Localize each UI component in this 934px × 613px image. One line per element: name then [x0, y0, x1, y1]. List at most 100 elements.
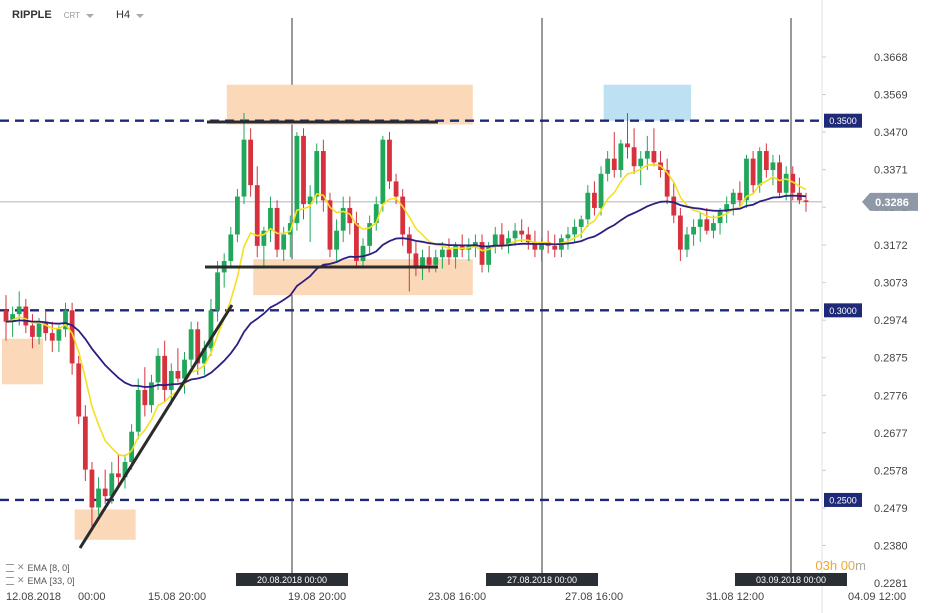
candle-body	[142, 389, 148, 406]
candle-body	[439, 249, 445, 258]
candle-body	[294, 135, 300, 224]
candle-body	[367, 223, 373, 246]
close-icon[interactable]: ✕	[17, 575, 25, 585]
candle-body	[102, 488, 108, 497]
session-label-box	[486, 573, 598, 586]
candle-body	[605, 158, 611, 174]
session-label: 03.09.2018 00:00	[756, 575, 826, 585]
y-tick-label: 0.3668	[874, 52, 908, 64]
candle-body	[135, 389, 141, 432]
candle-body	[486, 245, 492, 265]
candle-body	[340, 207, 346, 231]
candle-body	[433, 257, 439, 265]
candle-body	[704, 219, 710, 231]
instrument-type-dropdown[interactable]: CRT	[64, 11, 95, 20]
candle-body	[426, 257, 432, 265]
candle-body	[155, 355, 161, 383]
candle-body	[10, 314, 16, 322]
level-label: 0.3000	[829, 306, 857, 316]
candle-body	[188, 329, 194, 360]
timer-unit: m	[855, 558, 866, 573]
y-tick-label: 0.3073	[874, 278, 908, 290]
candle-body	[274, 207, 280, 250]
candle-body	[76, 363, 82, 417]
candle-body	[248, 139, 254, 186]
zone-rect	[603, 84, 691, 121]
candle-body	[664, 170, 670, 197]
candle-body	[30, 325, 35, 337]
legend-item-ema-8[interactable]: ✕ EMA [8, 0]	[6, 562, 70, 573]
x-tick-label: 00:00	[78, 591, 106, 603]
level-label-box	[824, 113, 862, 128]
candle-body	[208, 310, 214, 349]
candle-body	[16, 306, 22, 315]
candle-body	[525, 234, 531, 243]
y-tick-label: 0.2677	[874, 428, 908, 440]
timeframe-label: H4	[116, 9, 131, 21]
x-tick-label: 23.08 16:00	[428, 591, 486, 603]
candle-body	[473, 242, 478, 246]
candle-body	[651, 151, 657, 163]
y-tick-label: 0.3569	[874, 90, 908, 102]
candle-body	[235, 196, 240, 235]
candle-body	[711, 223, 716, 231]
candle-body	[697, 219, 703, 227]
candle-body	[254, 185, 260, 246]
candle-body	[691, 226, 697, 235]
candle-body	[43, 321, 49, 334]
ema-8-line	[5, 163, 807, 458]
candle-body	[499, 234, 505, 246]
y-tick-label: 0.2776	[874, 390, 908, 402]
candle-body	[777, 162, 782, 193]
candle-body	[592, 192, 597, 208]
candle-body	[162, 355, 168, 390]
candle-body	[420, 257, 425, 269]
candle-body	[400, 196, 406, 235]
candle-body	[684, 234, 690, 250]
candle-body	[149, 382, 154, 406]
candle-body	[301, 135, 306, 205]
candle-body	[380, 139, 386, 205]
candle-body	[539, 242, 544, 250]
candle-body	[532, 242, 538, 250]
x-tick-label: 19.08 20:00	[288, 591, 346, 603]
current-price-tag	[862, 192, 918, 211]
y-tick-label: 0.3172	[874, 240, 908, 252]
legend-params: [33, 0]	[49, 575, 75, 586]
chart-header: RIPPLE CRT H4	[12, 9, 145, 21]
candle-body	[671, 196, 677, 216]
candle-timer: 03h 00m	[815, 558, 866, 573]
candle-body	[446, 249, 452, 258]
indicator-list-icon	[6, 576, 14, 585]
candle-body	[56, 329, 62, 341]
candle-body	[122, 462, 128, 478]
chevron-down-icon	[86, 13, 95, 18]
candle-body	[261, 230, 267, 246]
candle-body	[578, 219, 584, 227]
candle-body	[63, 310, 68, 330]
candle-body	[36, 321, 42, 337]
candle-body	[109, 473, 115, 497]
y-tick-label: 0.2479	[874, 503, 908, 515]
candle-body	[763, 151, 769, 171]
ema-33-line	[5, 194, 807, 388]
candle-body	[3, 310, 9, 322]
candle-body	[23, 306, 29, 326]
candle-body	[750, 158, 756, 186]
timer-minutes: 00	[840, 558, 856, 573]
candle-body	[453, 245, 458, 258]
candle-body	[115, 473, 121, 478]
candle-body	[730, 192, 736, 205]
trendline-support	[78, 304, 234, 549]
x-tick-label: 12.08.2018	[6, 591, 61, 603]
legend-item-ema-33[interactable]: ✕ EMA [33, 0]	[6, 575, 75, 586]
candle-body	[393, 181, 399, 197]
close-icon[interactable]: ✕	[17, 562, 25, 572]
level-label: 0.3500	[829, 116, 857, 126]
zone-rect	[226, 84, 473, 125]
zone-rect	[74, 509, 136, 540]
candle-body	[644, 151, 650, 159]
timeframe-dropdown[interactable]: H4	[116, 9, 145, 21]
candle-body	[757, 151, 763, 186]
